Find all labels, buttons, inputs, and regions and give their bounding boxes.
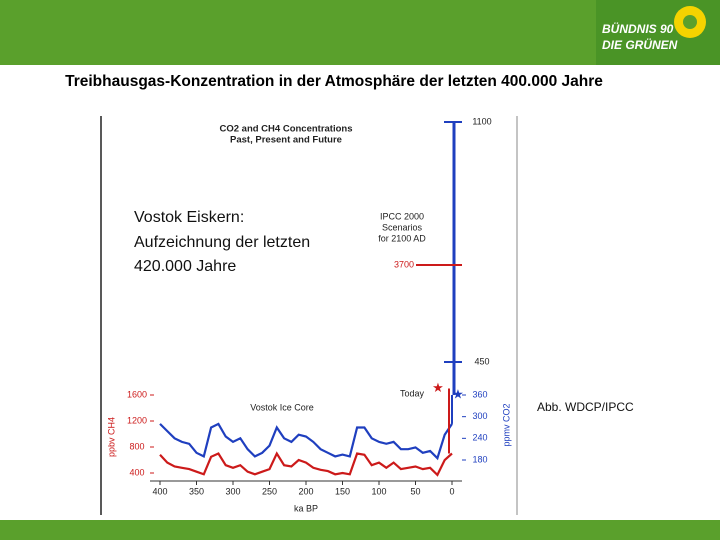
scenario-tick-label: 450 xyxy=(474,356,489,366)
footer-bar xyxy=(0,520,720,540)
x-tick-label: 150 xyxy=(335,486,350,496)
overlay-text: Vostok Eiskern: xyxy=(134,209,244,226)
scenario-label: Scenarios xyxy=(382,222,423,232)
y-tick-label: 800 xyxy=(129,441,144,451)
x-tick-label: 100 xyxy=(371,486,386,496)
today-co2: ★ xyxy=(452,386,464,401)
y-tick-label: 1200 xyxy=(127,415,147,425)
chart-subtitle: Past, Present and Future xyxy=(230,135,342,146)
x-axis-label: ka BP xyxy=(294,503,318,513)
x-tick-label: 350 xyxy=(189,486,204,496)
overlay-text: Aufzeichnung der letzten xyxy=(134,234,310,251)
x-tick-label: 200 xyxy=(298,486,313,496)
logo-text: DIE GRÜNEN xyxy=(602,37,678,52)
x-tick-label: 300 xyxy=(225,486,240,496)
y2-tick-label: 240 xyxy=(472,433,487,443)
y-axis-label: ppbv CH4 xyxy=(106,417,116,457)
y2-tick-label: 300 xyxy=(472,411,487,421)
series-line xyxy=(159,451,453,477)
overlay-text: 420.000 Jahre xyxy=(134,258,236,275)
y-tick-label: 400 xyxy=(129,467,144,477)
x-tick-label: 50 xyxy=(410,486,420,496)
credit: Abb. WDCP/IPCC xyxy=(537,400,634,414)
slide-title: Treibhausgas-Konzentration in der Atmosp… xyxy=(65,73,603,90)
y2-axis-label: ppmv CO2 xyxy=(501,403,511,446)
scenario-tick-label: 3700 xyxy=(394,259,414,269)
today-ch4: ★ xyxy=(432,380,444,395)
x-tick-label: 0 xyxy=(449,486,454,496)
chart-title: CO2 and CH4 Concentrations xyxy=(219,124,352,135)
sunflower-center xyxy=(683,15,697,29)
scenario-label: IPCC 2000 xyxy=(380,211,424,221)
y2-tick-label: 180 xyxy=(472,454,487,464)
today-label: Today xyxy=(400,388,425,398)
y2-tick-label: 360 xyxy=(472,389,487,399)
scenario-label: for 2100 AD xyxy=(378,233,426,243)
series-line xyxy=(159,422,453,461)
x-tick-label: 250 xyxy=(262,486,277,496)
annotation: Vostok Ice Core xyxy=(250,402,314,412)
x-tick-label: 400 xyxy=(152,486,167,496)
y-tick-label: 1600 xyxy=(127,389,147,399)
logo-text: BÜNDNIS 90 xyxy=(602,21,674,36)
scenario-tick-label: 1100 xyxy=(472,116,491,126)
